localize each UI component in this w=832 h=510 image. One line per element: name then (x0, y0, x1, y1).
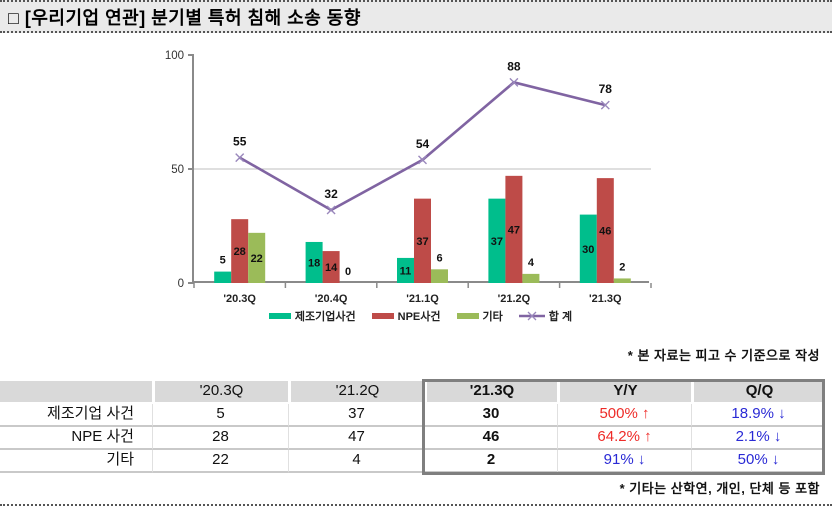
chart-note: * 본 자료는 피고 수 기준으로 작성 (627, 348, 820, 363)
bar-기타 (248, 232, 266, 283)
legend-item-기타: 기타 (456, 308, 503, 324)
x-marker-icon (600, 100, 610, 110)
yy-cell: 64.2% ↑ (557, 427, 691, 450)
table-header-cell: '21.2Q (288, 381, 424, 404)
bar-NPE사건 (596, 178, 614, 283)
legend-swatch-icon (268, 313, 291, 319)
legend-label: 기타 (482, 311, 503, 323)
value-cell-current: 30 (424, 404, 557, 427)
table-header-cell: Q/Q (691, 381, 825, 404)
bar-label: 46 (599, 226, 611, 238)
x-axis-label: '21.1Q (406, 293, 439, 305)
x-axis-label: '21.2Q (498, 293, 531, 305)
yy-cell: 500% ↑ (557, 404, 691, 427)
bar-label: 28 (234, 246, 246, 258)
bar-label: 37 (416, 236, 428, 248)
bar-NPE사건 (505, 175, 523, 283)
page-title: □ [우리기업 연관] 분기별 특허 침해 소송 동향 (8, 7, 361, 28)
bar-label: 30 (582, 244, 594, 256)
legend-item-NPE사건: NPE사건 (371, 308, 441, 324)
table-header-cell: '20.3Q (152, 381, 288, 404)
bar-label: 5 (220, 255, 226, 267)
bar-label: 4 (528, 257, 535, 269)
line-label: 78 (599, 82, 613, 96)
value-cell: 47 (288, 427, 424, 450)
x-axis-label: '21.3Q (589, 293, 622, 305)
yy-cell: 91% ↓ (557, 450, 691, 473)
qq-cell: 18.9% ↓ (691, 404, 825, 427)
value-cell-current: 46 (424, 427, 557, 450)
x-marker-icon (326, 205, 336, 215)
table-header-cell: '21.3Q (424, 381, 557, 404)
legend-label: 제조기업사건 (294, 311, 356, 323)
line-label: 88 (507, 59, 521, 73)
quarterly-lawsuit-chart: 0 50 100 '20.3Q '20.4Q '21.1Q '21.2Q '21.3Q 5 18 1… (140, 45, 660, 333)
x-axis-label: '20.4Q (315, 293, 348, 305)
bar-NPE사건 (414, 198, 431, 283)
bar-제조기업사건 (397, 257, 414, 283)
legend-swatch-icon (456, 313, 479, 319)
bar-NPE사건 (322, 251, 340, 283)
value-cell: 22 (152, 450, 288, 473)
value-cell: 37 (288, 404, 424, 427)
table-note: * 기타는 산학연, 개인, 단체 등 포함 (619, 481, 820, 496)
table-corner-cell (0, 381, 152, 404)
bar-label: 18 (308, 257, 320, 269)
bar-label: 22 (251, 253, 263, 265)
legend-item-합 계: 합 계 (518, 308, 573, 324)
bar-기타 (522, 273, 540, 283)
bottom-divider (0, 504, 832, 506)
line-label: 54 (416, 137, 430, 151)
chart-canvas: 0 50 100 '20.3Q '20.4Q '21.1Q '21.2Q '21.3Q 5 18 1… (165, 50, 652, 305)
bar-label: 2 (619, 261, 625, 273)
qq-cell: 2.1% ↓ (691, 427, 825, 450)
line-label: 32 (324, 187, 338, 201)
bar-label: 0 (345, 266, 351, 278)
row-label-cell: 기타 (0, 450, 152, 473)
bar-제조기업사건 (305, 241, 323, 283)
page-title-bar: □ [우리기업 연관] 분기별 특허 침해 소송 동향 (0, 0, 832, 33)
row-label-cell: 제조기업 사건 (0, 404, 152, 427)
bar-label: 11 (400, 265, 412, 277)
x-marker-icon (509, 77, 519, 87)
y-axis-label: 0 (178, 278, 184, 290)
y-axis-label: 100 (165, 50, 184, 62)
legend-line-marker-icon (518, 311, 545, 321)
y-axis-label: 50 (171, 164, 184, 176)
bar-기타 (431, 269, 448, 283)
bar-제조기업사건 (488, 198, 506, 283)
bar-기타 (613, 278, 631, 283)
value-cell: 4 (288, 450, 424, 473)
bar-제조기업사건 (579, 214, 597, 283)
plot-area: 0 50 100 '20.3Q '20.4Q '21.1Q '21.2Q '21.3Q 5 18 1… (165, 50, 652, 305)
bar-NPE사건 (231, 219, 249, 283)
value-cell-current: 2 (424, 450, 557, 473)
row-label-cell: NPE 사건 (0, 427, 152, 450)
line-label: 55 (233, 135, 247, 149)
legend-item-제조기업사건: 제조기업사건 (268, 308, 356, 324)
value-cell: 28 (152, 427, 288, 450)
x-marker-icon (418, 155, 427, 165)
bar-label: 47 (508, 224, 520, 236)
bar-label: 37 (491, 236, 503, 248)
legend-swatch-icon (371, 313, 394, 319)
x-marker-icon (235, 153, 245, 163)
table-header-cell: Y/Y (557, 381, 691, 404)
summary-table: '20.3Q '21.2Q '21.3Q Y/Y Q/Q 제조기업 사건 5 37 30 500%… (0, 379, 825, 475)
legend-label: NPE사건 (397, 311, 441, 323)
legend-label: 합 계 (548, 311, 573, 323)
bar-label: 6 (436, 252, 442, 264)
x-axis-label: '20.3Q (223, 293, 256, 305)
bar-제조기업사건 (214, 271, 232, 283)
chart-legend: 제조기업사건 NPE사건 기타 합 계 (192, 307, 649, 325)
value-cell: 5 (152, 404, 288, 427)
qq-cell: 50% ↓ (691, 450, 825, 473)
bar-label: 14 (325, 262, 338, 274)
